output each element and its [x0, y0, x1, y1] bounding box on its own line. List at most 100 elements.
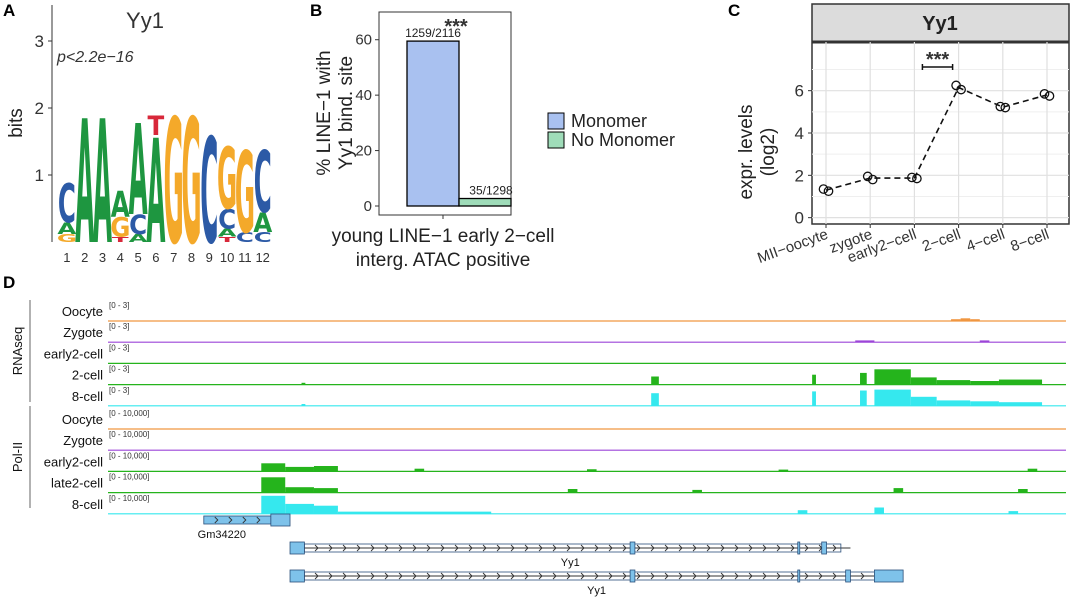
logo-letter-A: A	[253, 208, 272, 239]
logo-letter-C: C	[254, 230, 272, 246]
legend-swatch-no-monomer	[547, 131, 565, 149]
gene-strand-arrow	[636, 544, 641, 552]
track-range-label: [0 - 3]	[109, 365, 129, 374]
gene-strand-arrow	[678, 572, 683, 580]
bar-y-label-line2: Yy1 bind. site	[336, 56, 357, 170]
line-replicate-point	[956, 84, 966, 95]
gene-strand-arrow	[412, 544, 417, 552]
gene-exon	[270, 513, 291, 527]
bar-no-monomer	[458, 197, 512, 207]
track-label: early2-cell	[44, 346, 103, 361]
logo-y-tick-label: 1	[35, 166, 44, 185]
logo-y-tick-label: 2	[35, 99, 44, 118]
gene-strand-arrow	[650, 572, 655, 580]
gene-strand-arrow	[328, 544, 333, 552]
gene-strand-arrow	[524, 544, 529, 552]
track-signal	[1008, 511, 1019, 514]
gene-strand-arrow	[356, 544, 361, 552]
track-range-label: [0 - 10,000]	[109, 473, 149, 482]
track-signal	[778, 469, 789, 472]
line-replicate-point	[1000, 102, 1011, 113]
gene-exon	[289, 541, 305, 555]
gene-strand-arrow	[608, 544, 613, 552]
gene-strand-arrow	[398, 544, 403, 552]
bar-x-label-line1: young LINE−1 early 2−cell	[332, 226, 555, 247]
line-replicate-point	[907, 172, 917, 183]
track-label: Zygote	[63, 433, 103, 448]
logo-letter-C: C	[254, 133, 272, 232]
line-y-label-line1: expr. levels	[736, 104, 757, 199]
track-signal	[337, 511, 492, 514]
gene-models: Gm34220 Yy1 Yy1	[198, 513, 904, 597]
track-signal	[812, 374, 816, 385]
track-range-label: [0 - 10,000]	[109, 430, 149, 439]
track-signal	[313, 505, 338, 514]
line-x-tick-label: 8−cell	[1008, 226, 1051, 256]
line-replicate-point	[1039, 88, 1050, 99]
logo-x-tick-label: 10	[220, 250, 234, 265]
legend-label: No Monomer	[571, 130, 675, 150]
logo-letter-A: A	[146, 111, 165, 277]
logo-letter-T: T	[148, 111, 165, 142]
logo-x-tick-label: 11	[238, 250, 252, 265]
line-replicate-point	[823, 186, 834, 197]
logo-x-ticks: 1 2 3 4 5 6 7 8 9 10 11 12	[63, 250, 270, 265]
line-replicate-point	[867, 174, 878, 185]
gene-strand-arrow	[468, 544, 473, 552]
track-signal	[874, 389, 911, 406]
line-replicate-point	[1044, 91, 1055, 101]
gene-strand-arrow	[818, 572, 823, 580]
line-title: Yy1	[922, 13, 958, 35]
logo-letter-T: T	[219, 236, 237, 244]
bar-y-ticks: 0 20 40 60	[355, 32, 379, 215]
gene-strand-arrow	[580, 544, 585, 552]
track-signal	[414, 468, 425, 472]
logo-y-ticks: 1 2 3	[35, 32, 52, 185]
gene-strand-arrow	[748, 572, 753, 580]
track-signal	[587, 469, 597, 472]
bar-plot-frame	[378, 11, 512, 216]
gene-strand-arrow	[256, 516, 261, 524]
gene-exon	[797, 541, 801, 555]
gene-strand-arrow	[510, 572, 515, 580]
line-mean-path	[825, 86, 1048, 191]
logo-pvalue: p<2.2e−16	[56, 49, 134, 66]
logo-x-tick-label: 2	[81, 250, 88, 265]
gene-strand-arrow	[692, 544, 697, 552]
gene-strand-arrow	[538, 572, 543, 580]
bar-y-tick-label: 20	[355, 143, 372, 160]
logo-letter-C: C	[200, 110, 218, 277]
gene-label: Yy1	[561, 557, 580, 569]
gene-strand-arrow	[790, 544, 795, 552]
track-signal	[998, 402, 1043, 406]
gene-strand-arrow	[440, 544, 445, 552]
gene-strand-arrow	[622, 572, 627, 580]
track-signal	[910, 396, 937, 406]
track-signal	[860, 390, 867, 406]
line-series	[818, 80, 1055, 197]
track-signal	[1018, 489, 1028, 493]
logo-x-tick-label: 9	[206, 250, 213, 265]
logo-letter-C: C	[129, 210, 147, 241]
line-grid	[812, 42, 1069, 224]
gene-strand-arrow	[622, 544, 627, 552]
panel-letter-c: C	[728, 1, 740, 20]
line-y-tick-label: 4	[795, 124, 804, 143]
track-signal	[692, 489, 702, 493]
logo-letter-G: G	[235, 130, 255, 260]
bar-y-label-line1: % LINE−1 with	[314, 50, 335, 175]
track-signal	[301, 382, 306, 385]
gene-strand-arrow	[566, 572, 571, 580]
panel-letter-a: A	[3, 1, 15, 20]
line-y-tick-label: 6	[795, 82, 804, 101]
gene-strand-arrow	[482, 572, 487, 580]
gene-exon	[289, 569, 305, 583]
track-signal	[301, 404, 306, 406]
track-signal	[285, 487, 314, 493]
track-signal	[874, 507, 884, 514]
track-label: 8-cell	[72, 389, 103, 404]
line-y-tick-label: 0	[795, 209, 804, 228]
polii-group-label: Pol-II	[10, 442, 25, 472]
line-significance-bracket: ***	[921, 49, 954, 71]
